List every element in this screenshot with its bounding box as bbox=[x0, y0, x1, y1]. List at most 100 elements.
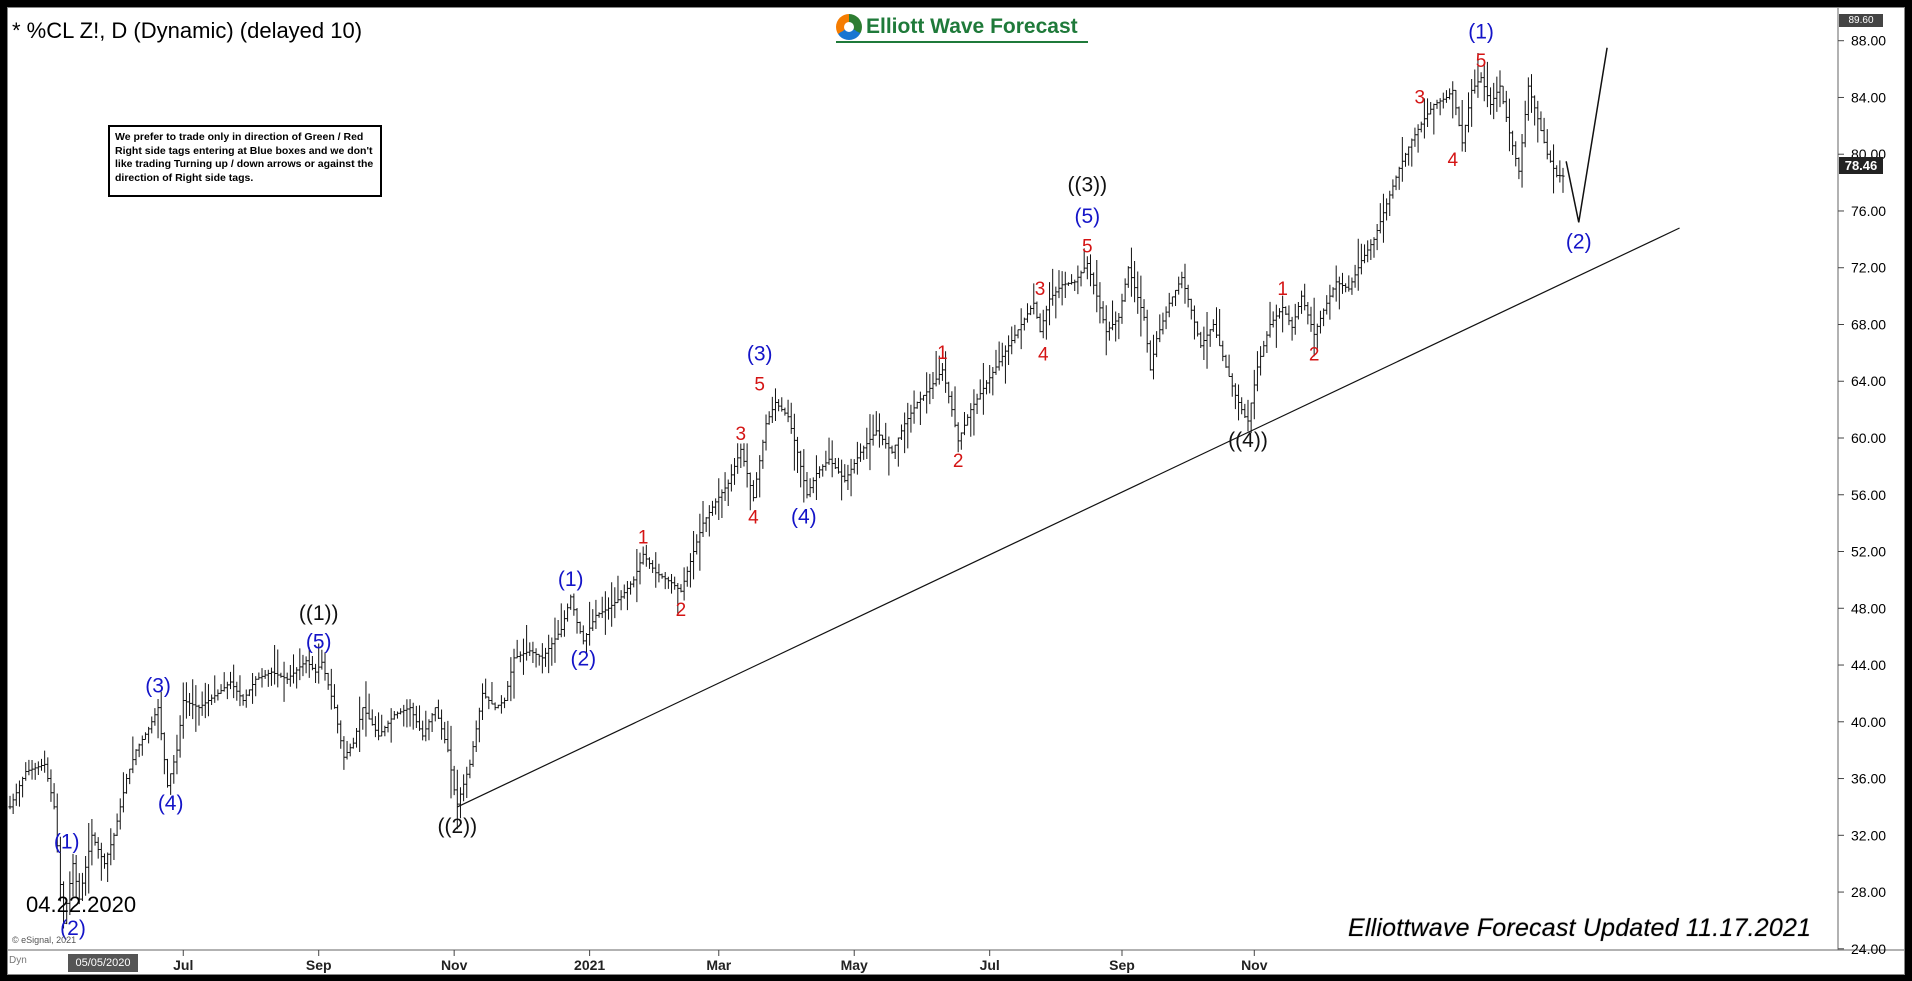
price-bar bbox=[1069, 274, 1074, 285]
price-bar bbox=[531, 641, 535, 663]
price-bar bbox=[921, 394, 926, 401]
price-bar bbox=[1243, 403, 1247, 418]
price-bar bbox=[600, 596, 604, 619]
price-bar bbox=[74, 855, 78, 898]
price-bar bbox=[449, 725, 453, 799]
price-bar bbox=[547, 634, 551, 674]
trend-line bbox=[457, 227, 1680, 808]
y-tick-label: 64.00 bbox=[1851, 373, 1886, 389]
price-bar bbox=[899, 424, 904, 440]
price-bar bbox=[1218, 309, 1222, 347]
price-bar bbox=[1334, 265, 1338, 302]
price-bar bbox=[1142, 299, 1146, 321]
price-bar bbox=[1501, 85, 1505, 105]
price-bar bbox=[326, 672, 330, 690]
price-bar bbox=[736, 443, 740, 474]
price-bar bbox=[1422, 98, 1426, 139]
price-bar bbox=[99, 842, 103, 881]
wave-label: 2 bbox=[953, 451, 964, 472]
price-bar bbox=[216, 689, 220, 701]
price-bar bbox=[197, 704, 201, 726]
price-bar bbox=[131, 736, 135, 774]
price-bar bbox=[635, 548, 639, 603]
price-bar bbox=[1498, 70, 1502, 108]
wave-label: 5 bbox=[1476, 51, 1487, 72]
price-bar bbox=[313, 663, 318, 683]
price-bar bbox=[616, 575, 620, 604]
price-bar bbox=[572, 593, 576, 616]
logo-icon bbox=[836, 14, 862, 40]
price-bar bbox=[77, 873, 81, 905]
price-bar bbox=[625, 581, 630, 611]
price-bar bbox=[257, 672, 261, 680]
price-bar bbox=[732, 457, 737, 485]
price-bar bbox=[893, 444, 897, 460]
price-bar bbox=[96, 837, 100, 859]
price-bar bbox=[408, 699, 412, 727]
price-bar bbox=[565, 603, 570, 622]
price-bar bbox=[1249, 402, 1253, 434]
price-bar bbox=[1378, 203, 1382, 234]
price-bar bbox=[925, 372, 929, 414]
price-bar bbox=[827, 437, 831, 465]
wave-label: 2 bbox=[676, 600, 687, 621]
price-bar bbox=[414, 705, 418, 728]
price-bar bbox=[770, 396, 774, 423]
price-bar bbox=[238, 675, 242, 707]
price-bar bbox=[792, 413, 796, 471]
price-bar bbox=[1523, 100, 1527, 148]
price-bar bbox=[1287, 305, 1291, 326]
wave-label: 1 bbox=[1277, 279, 1288, 300]
price-bar bbox=[915, 401, 919, 409]
price-bar bbox=[1561, 167, 1565, 193]
price-bar bbox=[1098, 282, 1102, 324]
price-bar bbox=[1079, 270, 1083, 287]
x-tick-label: Mar bbox=[706, 957, 731, 973]
wave-label: 5 bbox=[1082, 237, 1093, 258]
price-bar bbox=[984, 380, 989, 395]
brand-logo: Elliott Wave Forecast bbox=[836, 12, 1078, 42]
price-bar bbox=[1366, 240, 1370, 263]
wave-label: (1) bbox=[558, 568, 584, 591]
price-bar bbox=[52, 783, 56, 810]
y-tick-label: 60.00 bbox=[1851, 430, 1886, 446]
price-bar bbox=[1092, 272, 1096, 295]
wave-label: 1 bbox=[638, 528, 649, 549]
wave-label: (1) bbox=[1468, 20, 1494, 43]
price-bar bbox=[244, 689, 248, 708]
price-bar bbox=[799, 450, 803, 488]
price-bar bbox=[389, 708, 393, 743]
price-bar bbox=[751, 480, 756, 502]
price-bar bbox=[726, 479, 730, 506]
price-bar bbox=[1000, 342, 1004, 367]
price-bar bbox=[191, 679, 195, 720]
price-bar bbox=[304, 656, 308, 674]
price-bar bbox=[307, 647, 311, 678]
price-bar bbox=[90, 818, 94, 866]
price-bar bbox=[172, 755, 176, 784]
price-bar bbox=[247, 689, 252, 697]
price-bar bbox=[714, 498, 718, 515]
price-bar bbox=[181, 682, 185, 739]
price-bar bbox=[354, 728, 359, 748]
price-bar bbox=[1022, 317, 1026, 331]
price-bar bbox=[632, 576, 636, 588]
price-bar bbox=[1262, 340, 1266, 357]
price-bar bbox=[405, 699, 409, 728]
price-bar bbox=[1155, 331, 1159, 358]
price-bar bbox=[140, 735, 144, 756]
price-bar bbox=[682, 567, 686, 601]
price-bar bbox=[80, 872, 85, 901]
price-bar bbox=[1032, 283, 1036, 315]
wave-label: ((1)) bbox=[299, 602, 339, 625]
price-bar bbox=[1476, 52, 1480, 98]
price-chart[interactable]: 24.00 28.00 32.00 36.00 40.00 44.00 48.00 52.00… bbox=[8, 8, 1904, 974]
price-bar bbox=[698, 513, 702, 571]
price-bar bbox=[210, 694, 214, 706]
price-bar bbox=[65, 901, 69, 925]
wave-label: (3) bbox=[747, 342, 773, 365]
price-bar bbox=[1029, 305, 1033, 316]
price-bar bbox=[298, 648, 302, 681]
price-bar bbox=[1485, 61, 1489, 108]
